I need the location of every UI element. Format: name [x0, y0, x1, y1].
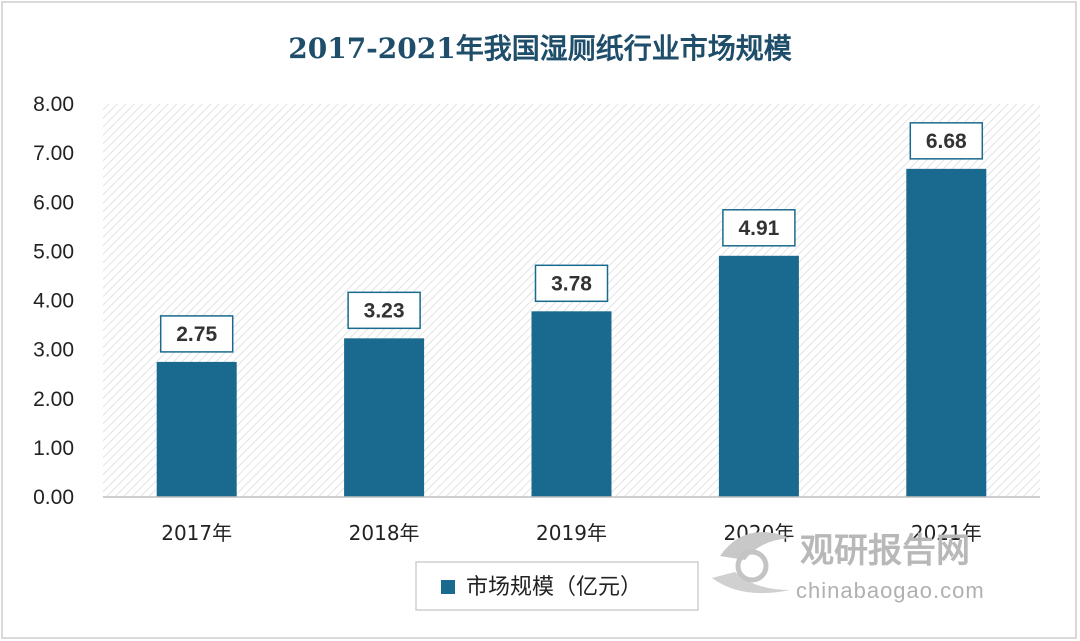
watermark-logo-icon: [712, 532, 790, 594]
bar: [718, 255, 799, 497]
x-tick-label: 2019年: [536, 521, 607, 545]
legend-swatch: [441, 580, 455, 594]
x-tick-label: 2021年: [911, 521, 982, 545]
data-label-box: [722, 209, 796, 247]
y-tick-label: 1.00: [33, 437, 74, 460]
data-label: 3.78: [551, 272, 592, 295]
y-tick-label: 7.00: [33, 142, 74, 165]
bar: [344, 338, 425, 497]
data-label: 2.75: [176, 323, 217, 346]
y-axis: 0.00 1.00 2.00 3.00 4.00 5.00 6.00 7.00 8.00: [33, 93, 74, 509]
data-label: 6.68: [926, 130, 967, 153]
y-tick-label: 5.00: [33, 240, 74, 263]
data-label-box: [909, 122, 984, 160]
y-tick-label: 8.00: [33, 93, 74, 116]
watermark: 观研报告网 chinabaogao.com: [712, 531, 985, 603]
data-label: 3.23: [364, 299, 405, 322]
y-tick-label: 3.00: [33, 339, 74, 362]
watermark-url: chinabaogao.com: [796, 578, 985, 603]
legend-box: [415, 561, 699, 611]
data-label-box: [159, 315, 234, 353]
corner-watermark-text: 大数跨境: [30, 612, 102, 633]
bars-group: 2.75 3.23 3.78 4.91 6.68: [156, 122, 987, 497]
bar: [531, 311, 612, 497]
y-tick-label: 2.00: [33, 388, 74, 411]
chart-title: 2017-2021年我国湿厕纸行业市场规模: [288, 32, 792, 65]
y-tick-label: 6.00: [33, 191, 74, 214]
watermark-name: 观研报告网: [800, 531, 970, 571]
data-label-box: [534, 264, 609, 303]
y-tick-label: 4.00: [33, 290, 74, 313]
x-tick-label: 2018年: [349, 521, 420, 545]
x-tick-label: 2017年: [161, 521, 232, 545]
legend-label: 市场规模（亿元）: [466, 575, 642, 600]
bar: [906, 168, 987, 497]
data-label-box: [347, 291, 421, 330]
bar: [156, 361, 237, 497]
data-label: 4.91: [738, 217, 779, 240]
legend: 市场规模（亿元）: [415, 561, 699, 611]
corner-watermark: ∞ 大数跨境: [8, 612, 102, 633]
y-tick-label: 0.00: [33, 486, 74, 509]
wechat-icon: ∞: [8, 612, 21, 631]
